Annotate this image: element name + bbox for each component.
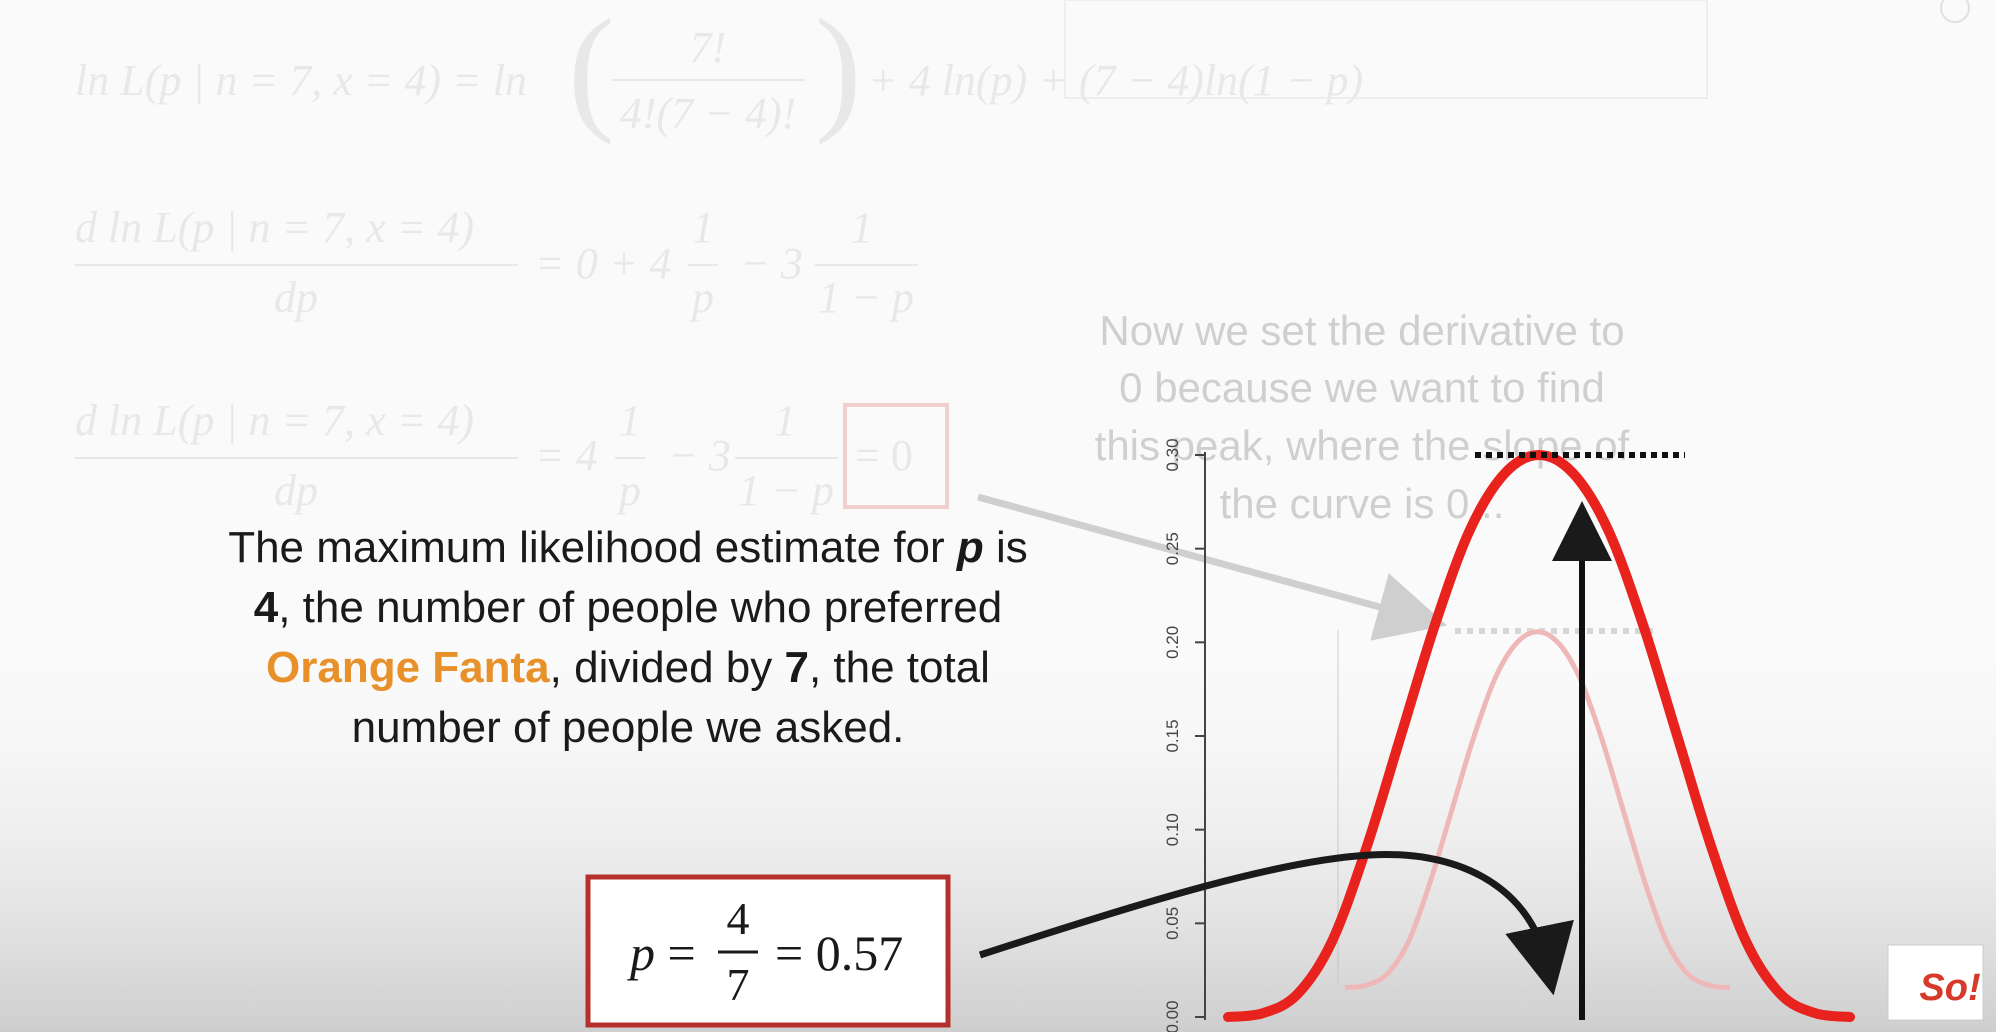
answer-box: p = 4 7 = 0.57 bbox=[585, 874, 951, 1028]
statement-line-1: The maximum likelihood estimate for p is bbox=[228, 523, 1028, 572]
caption-line-2: 0 because we want to find bbox=[1119, 364, 1605, 411]
y-tick-label: 0.10 bbox=[1163, 813, 1182, 846]
mle-statement: The maximum likelihood estimate for p is… bbox=[228, 523, 1028, 752]
statement-l1-p: p bbox=[956, 523, 984, 572]
y-tick-label: 0.20 bbox=[1163, 626, 1182, 659]
statement-line-4: number of people we asked. bbox=[352, 703, 905, 752]
statement-line-3: Orange Fanta, divided by 7, the total bbox=[266, 643, 990, 692]
logo-text: So! bbox=[1919, 967, 1980, 1009]
y-tick-label: 0.00 bbox=[1163, 1000, 1182, 1032]
statquest-logo: So! bbox=[1887, 944, 1984, 1021]
eq1-frac-num: 7! bbox=[690, 23, 727, 72]
statement-l3-rest: , the total bbox=[809, 643, 990, 692]
eq2-minus: − 3 bbox=[740, 239, 803, 288]
eq3-part1: = 4 bbox=[535, 431, 598, 480]
faded-likelihood-curve bbox=[1344, 629, 1731, 991]
eq1-rhs: + 4 ln(p) + (7 − 4)ln(1 − p) bbox=[868, 56, 1363, 105]
statement-l3-7: 7 bbox=[784, 643, 808, 692]
eq2-f2-den: 1 − p bbox=[818, 273, 914, 322]
eq3-lhs-num: d ln L(p | n = 7, x = 4) bbox=[75, 396, 474, 445]
eq2-f1-num: 1 bbox=[692, 203, 714, 252]
eq1-paren-left: ( bbox=[568, 0, 615, 146]
statement-l2-4: 4 bbox=[254, 583, 279, 632]
eq3-f1-den: p bbox=[616, 466, 641, 515]
answer-lhs: p = bbox=[627, 925, 696, 981]
eq3-f2-den: 1 − p bbox=[738, 466, 834, 515]
caption-line-1: Now we set the derivative to bbox=[1099, 307, 1624, 354]
y-tick-label: 0.15 bbox=[1163, 719, 1182, 752]
eq3-boxed: = 0 bbox=[855, 431, 913, 480]
answer-num: 4 bbox=[727, 893, 750, 944]
y-tick-label: 0.25 bbox=[1163, 532, 1182, 565]
statement-l3-orange: Orange Fanta bbox=[266, 643, 550, 692]
likelihood-curve bbox=[1223, 449, 1855, 1022]
eq3-lhs-den: dp bbox=[274, 466, 318, 515]
eq2-lhs-den: dp bbox=[274, 273, 318, 322]
statement-l1-b: is bbox=[984, 523, 1028, 572]
statement-line-2: 4, the number of people who preferred bbox=[254, 583, 1003, 632]
eq2-lhs-num: d ln L(p | n = 7, x = 4) bbox=[75, 203, 474, 252]
likelihood-chart: 0.00 0.05 0.10 0.15 0.20 0.25 0.30 bbox=[1163, 438, 1855, 1032]
eq1-frac-den: 4!(7 − 4)! bbox=[620, 89, 796, 138]
eq1-lhs: ln L(p | n = 7, x = 4) = ln bbox=[75, 56, 527, 105]
eq3-f2-num: 1 bbox=[774, 396, 796, 445]
eq2-f2-num: 1 bbox=[851, 203, 873, 252]
logo-badge bbox=[1920, 955, 1980, 1015]
eq2-f1-den: p bbox=[689, 273, 714, 322]
statement-l3-mid: , divided by bbox=[550, 643, 785, 692]
equation-2: d ln L(p | n = 7, x = 4) dp = 0 + 4 1 p … bbox=[75, 203, 918, 322]
eq3-highlight-box bbox=[843, 403, 949, 509]
eq3-minus: − 3 bbox=[668, 431, 731, 480]
answer-rhs: = 0.57 bbox=[775, 925, 903, 981]
y-tick-label: 0.30 bbox=[1163, 438, 1182, 471]
caption: Now we set the derivative to 0 because w… bbox=[1095, 307, 1630, 527]
y-tick-label: 0.05 bbox=[1163, 907, 1182, 940]
eq3-f1-num: 1 bbox=[619, 396, 641, 445]
answer-box-frame bbox=[585, 874, 951, 1028]
gray-pointer-arrow bbox=[977, 493, 1448, 641]
eq2-part1: = 0 + 4 bbox=[535, 239, 671, 288]
statement-l2-rest: , the number of people who preferred bbox=[278, 583, 1002, 632]
caption-line-4: the curve is 0... bbox=[1220, 480, 1505, 527]
caption-line-3: this peak, where the slope of bbox=[1095, 422, 1630, 469]
answer-den: 7 bbox=[727, 959, 750, 1010]
faded-panel bbox=[1064, 0, 1708, 99]
y-ticks: 0.00 0.05 0.10 0.15 0.20 0.25 0.30 bbox=[1163, 438, 1205, 1032]
equation-3: d ln L(p | n = 7, x = 4) dp = 4 1 p − 3 … bbox=[75, 396, 949, 515]
equation-1: ln L(p | n = 7, x = 4) = ln ( 7! 4!(7 − … bbox=[75, 0, 1363, 146]
eq1-paren-right: ) bbox=[815, 0, 862, 146]
curved-black-arrow bbox=[978, 850, 1574, 996]
info-icon[interactable] bbox=[1940, 0, 1970, 23]
statement-l1-a: The maximum likelihood estimate for bbox=[228, 523, 957, 572]
